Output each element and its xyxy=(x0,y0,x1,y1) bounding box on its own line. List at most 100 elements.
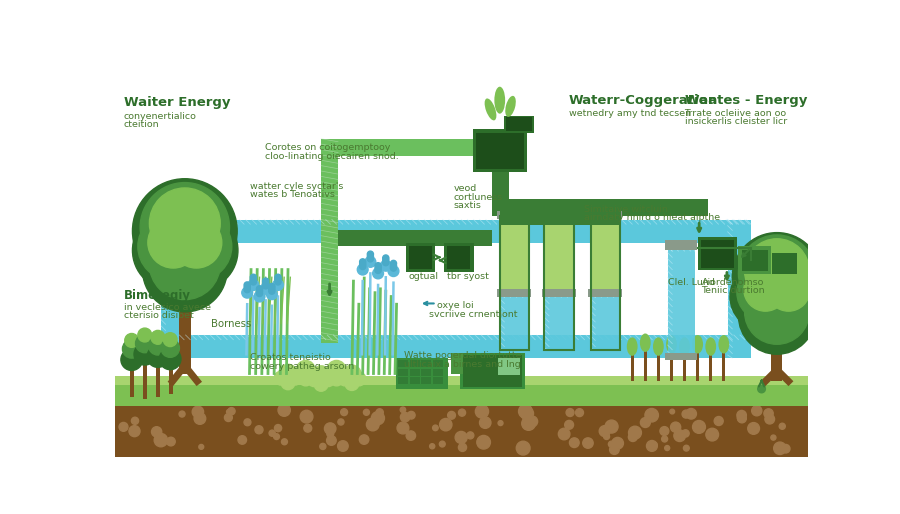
Circle shape xyxy=(682,410,690,418)
Circle shape xyxy=(628,426,642,439)
Circle shape xyxy=(439,418,452,431)
Circle shape xyxy=(263,280,269,286)
Bar xyxy=(504,116,535,133)
Text: svcriive crnentiont: svcriive crnentiont xyxy=(429,309,517,319)
Bar xyxy=(683,354,686,381)
Bar xyxy=(544,216,573,351)
Bar xyxy=(421,377,431,384)
Circle shape xyxy=(242,287,253,298)
Text: veod: veod xyxy=(454,184,477,193)
Circle shape xyxy=(142,227,227,312)
Circle shape xyxy=(154,433,167,447)
Circle shape xyxy=(129,426,140,437)
Bar xyxy=(498,211,531,219)
Circle shape xyxy=(263,278,269,284)
Bar xyxy=(215,219,750,243)
Circle shape xyxy=(136,334,154,353)
Circle shape xyxy=(260,283,271,294)
Circle shape xyxy=(121,349,142,371)
Bar xyxy=(433,369,443,376)
Circle shape xyxy=(662,436,668,442)
Circle shape xyxy=(312,366,330,384)
Circle shape xyxy=(248,280,258,290)
Circle shape xyxy=(343,365,361,383)
Text: cortluness: cortluness xyxy=(454,193,503,201)
Circle shape xyxy=(250,279,256,285)
Text: insickerlis cleister licr: insickerlis cleister licr xyxy=(685,117,787,126)
Text: wates b Tenoativs: wates b Tenoativs xyxy=(249,190,335,199)
Bar xyxy=(421,360,431,368)
Bar xyxy=(504,199,518,218)
Bar xyxy=(161,219,238,243)
Circle shape xyxy=(360,263,365,269)
Circle shape xyxy=(367,251,374,258)
Circle shape xyxy=(254,291,265,302)
Bar xyxy=(500,292,529,351)
Circle shape xyxy=(765,414,775,424)
Circle shape xyxy=(256,290,263,297)
Bar xyxy=(728,335,751,358)
Circle shape xyxy=(151,427,162,437)
Circle shape xyxy=(138,213,205,280)
Circle shape xyxy=(564,420,573,429)
Text: ogtual: ogtual xyxy=(409,272,439,281)
Circle shape xyxy=(372,412,384,425)
Text: conyenertialico: conyenertialico xyxy=(124,112,197,121)
Bar xyxy=(157,363,160,397)
Circle shape xyxy=(149,188,220,259)
Circle shape xyxy=(744,239,809,303)
Circle shape xyxy=(670,422,680,432)
Ellipse shape xyxy=(706,337,716,356)
Text: watter cyle syctar's: watter cyle syctar's xyxy=(249,182,343,191)
Circle shape xyxy=(288,371,302,385)
Ellipse shape xyxy=(718,335,729,354)
Circle shape xyxy=(357,264,368,275)
Text: Waates - Energy: Waates - Energy xyxy=(685,94,807,107)
Text: Watte pogerdal diortutte: Watte pogerdal diortutte xyxy=(403,351,521,360)
Circle shape xyxy=(352,372,365,386)
Text: in veclesico avece: in veclesico avece xyxy=(124,303,211,311)
Bar xyxy=(668,247,695,358)
Circle shape xyxy=(269,288,274,294)
Bar xyxy=(709,354,712,381)
Circle shape xyxy=(314,377,328,391)
Circle shape xyxy=(131,417,139,425)
Circle shape xyxy=(274,277,281,283)
Bar xyxy=(492,199,646,216)
Circle shape xyxy=(382,260,389,266)
Bar xyxy=(742,250,768,271)
Circle shape xyxy=(447,411,455,419)
Circle shape xyxy=(327,436,337,445)
Circle shape xyxy=(140,182,230,272)
Circle shape xyxy=(364,409,369,415)
Bar xyxy=(476,133,524,170)
Circle shape xyxy=(148,337,167,355)
Bar xyxy=(589,211,622,219)
Text: Waiter Energy: Waiter Energy xyxy=(124,96,230,109)
Text: Bimeregiy: Bimeregiy xyxy=(124,289,191,302)
Bar xyxy=(463,355,522,388)
Text: Corotes on coitogemptooy: Corotes on coitogemptooy xyxy=(265,143,391,152)
Circle shape xyxy=(767,268,810,311)
Bar xyxy=(421,369,431,376)
Bar xyxy=(168,365,173,394)
Circle shape xyxy=(756,263,824,331)
Bar xyxy=(410,369,419,376)
Circle shape xyxy=(375,267,382,273)
Circle shape xyxy=(244,282,250,288)
Bar xyxy=(500,216,529,351)
Bar xyxy=(544,216,573,292)
Circle shape xyxy=(646,440,657,451)
Circle shape xyxy=(263,283,269,289)
Circle shape xyxy=(608,441,615,447)
Circle shape xyxy=(455,431,467,444)
Circle shape xyxy=(132,179,238,283)
Circle shape xyxy=(301,410,313,423)
Circle shape xyxy=(774,442,786,454)
Circle shape xyxy=(244,419,251,426)
Text: Teniic durtion: Teniic durtion xyxy=(701,286,765,296)
Circle shape xyxy=(373,268,383,279)
Circle shape xyxy=(599,426,610,437)
Bar xyxy=(321,139,494,156)
Circle shape xyxy=(737,265,792,320)
